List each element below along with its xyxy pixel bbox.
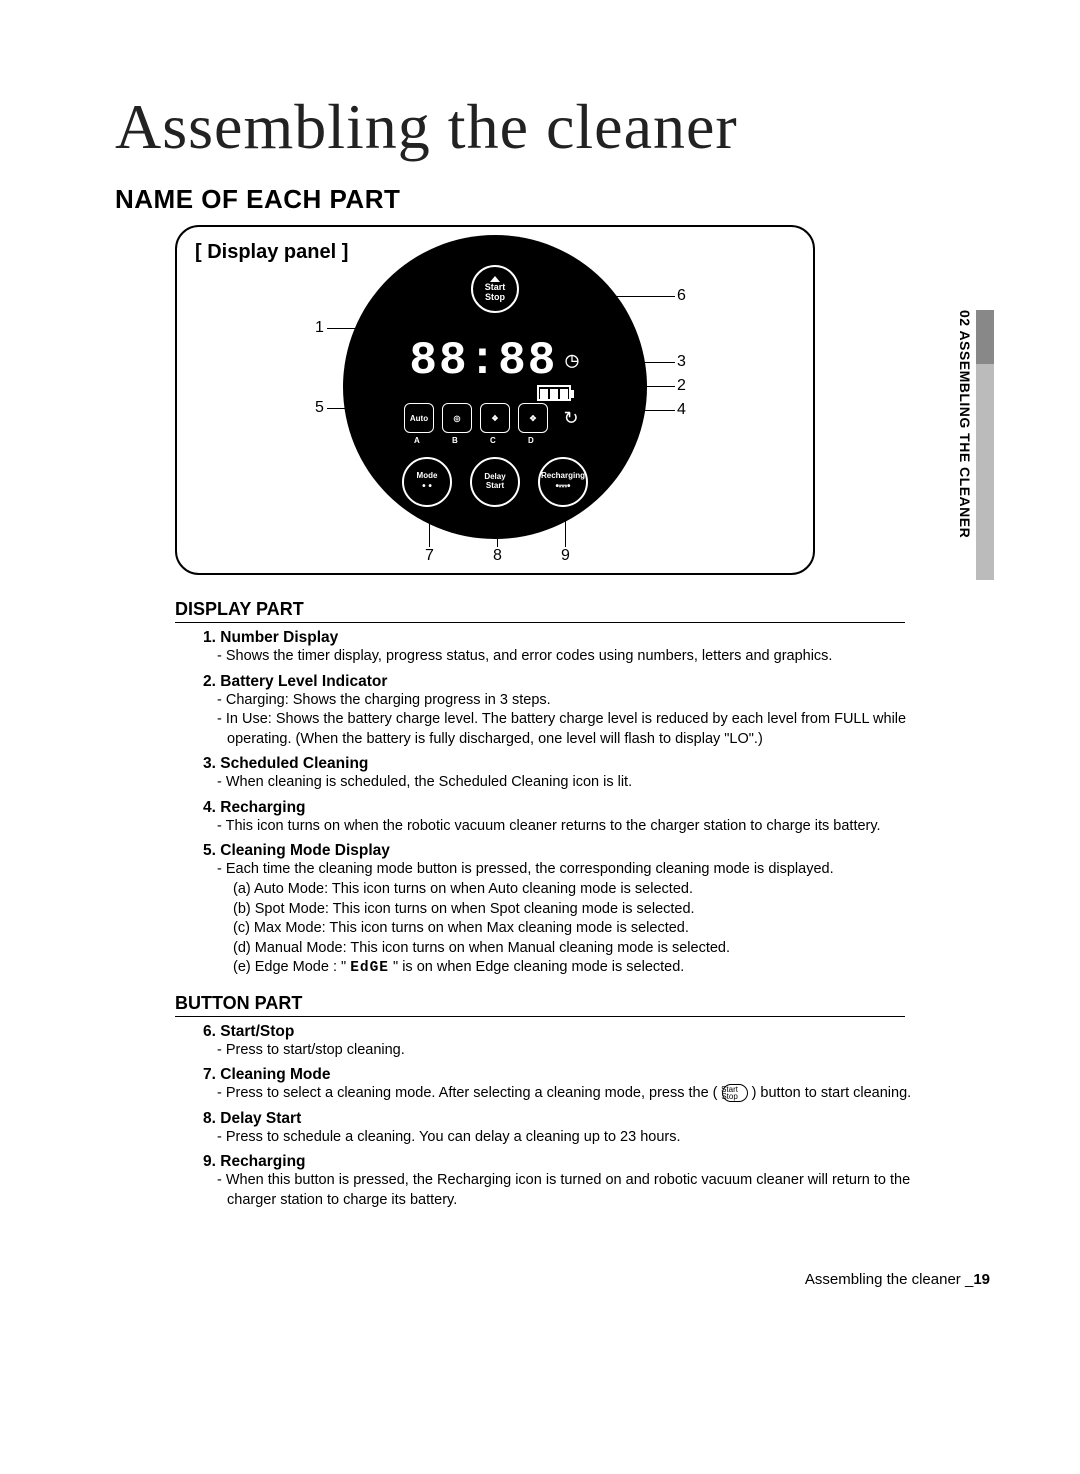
edge-post: " is on when Edge cleaning mode is selec… xyxy=(389,959,684,975)
item-subdesc: (a) Auto Mode: This icon turns on when A… xyxy=(233,880,915,900)
callout-1: 1 xyxy=(315,319,324,337)
dots-icon: • • xyxy=(404,481,450,492)
item-title: Start/Stop xyxy=(220,1023,294,1040)
start-stop-button-graphic: Start Stop xyxy=(471,265,519,313)
button-row: Mode • • Delay Start Recharging •⎓• xyxy=(402,457,588,507)
callout-6-line xyxy=(525,296,675,297)
footer-text: Assembling the cleaner _ xyxy=(805,1271,973,1288)
mode-a-label: A xyxy=(414,436,420,445)
callout-5-line xyxy=(327,408,387,409)
segment-digits: 88:88 xyxy=(409,335,557,387)
item-num: 6. xyxy=(203,1023,216,1040)
section-heading: NAME OF EACH PART xyxy=(115,184,965,215)
callout-6: 6 xyxy=(677,287,686,305)
item-title: Scheduled Cleaning xyxy=(220,755,368,772)
item-desc: - In Use: Shows the battery charge level… xyxy=(217,710,915,749)
section-tab-bar xyxy=(976,310,994,580)
item-desc: - Press to schedule a cleaning. You can … xyxy=(217,1128,915,1148)
item-desc: - When cleaning is scheduled, the Schedu… xyxy=(217,773,915,793)
callout-4: 4 xyxy=(677,401,686,419)
item-desc: - When this button is pressed, the Recha… xyxy=(217,1171,915,1210)
item-title: Cleaning Mode xyxy=(220,1066,330,1083)
page-footer: Assembling the cleaner _19 xyxy=(115,1271,990,1288)
callout-1-line xyxy=(327,328,387,329)
item-subdesc: (b) Spot Mode: This icon turns on when S… xyxy=(233,900,915,920)
edge-pre: (e) Edge Mode : " xyxy=(233,959,350,975)
callout-3-line xyxy=(597,362,675,363)
item-desc-inline: - Press to select a cleaning mode. After… xyxy=(217,1084,915,1104)
item-num: 4. xyxy=(203,799,216,816)
ss-bot: Stop xyxy=(731,1093,737,1100)
mode-auto-icon: Auto xyxy=(404,403,434,433)
callout-9: 9 xyxy=(561,547,570,565)
delay-label-2: Start xyxy=(472,482,518,491)
item-desc: - Charging: Shows the charging progress … xyxy=(217,691,915,711)
callout-2-line xyxy=(597,386,675,387)
display-part-items: 1. Number Display - Shows the timer disp… xyxy=(203,629,915,979)
item-num: 5. xyxy=(203,842,216,859)
delay-start-button-graphic: Delay Start xyxy=(470,457,520,507)
item-num: 7. xyxy=(203,1066,216,1083)
mode-icons-row: Auto A ◎ B ❖ C ✥ D ↻ xyxy=(404,403,586,433)
footer-page-number: 19 xyxy=(973,1271,990,1288)
item-subdesc-edge: (e) Edge Mode : " EdGE " is on when Edge… xyxy=(233,958,915,979)
item-num: 2. xyxy=(203,673,216,690)
callout-3: 3 xyxy=(677,353,686,371)
callout-8-line xyxy=(497,512,498,547)
callout-5: 5 xyxy=(315,399,324,417)
item-subdesc: (c) Max Mode: This icon turns on when Ma… xyxy=(233,919,915,939)
item-title: Number Display xyxy=(220,629,338,646)
callout-4-line xyxy=(585,410,675,411)
mode-max-icon: ❖ xyxy=(480,403,510,433)
triangle-up-icon xyxy=(490,276,500,282)
recharging-button-graphic: Recharging •⎓• xyxy=(538,457,588,507)
section-tab-text: 02 ASSEMBLING THE CLEANER xyxy=(957,310,973,538)
item-title: Recharging xyxy=(220,1153,305,1170)
item-desc: - Each time the cleaning mode button is … xyxy=(217,860,915,880)
display-panel-circle: Start Stop 88:88 ◷ Auto A ◎ B ❖ C ✥ xyxy=(343,235,647,539)
inline-post: ) button to start cleaning. xyxy=(748,1085,912,1101)
plug-icon: •⎓• xyxy=(540,481,586,492)
callout-7: 7 xyxy=(425,547,434,565)
mode-button-label: Mode xyxy=(404,472,450,481)
clock-icon: ◷ xyxy=(565,348,580,374)
start-stop-inline-icon: StartStop xyxy=(722,1084,748,1102)
display-panel-label: [ Display panel ] xyxy=(195,241,348,264)
callout-7-line xyxy=(429,507,430,547)
recharging-button-label: Recharging xyxy=(540,472,586,481)
segment-display: 88:88 ◷ xyxy=(409,335,580,387)
mode-b-label: B xyxy=(452,436,458,445)
item-num: 9. xyxy=(203,1153,216,1170)
item-desc: - This icon turns on when the robotic va… xyxy=(217,817,915,837)
mode-c-label: C xyxy=(490,436,496,445)
item-num: 8. xyxy=(203,1110,216,1127)
item-desc: - Shows the timer display, progress stat… xyxy=(217,647,915,667)
display-panel-frame: [ Display panel ] Start Stop 88:88 ◷ Aut… xyxy=(175,225,815,575)
callout-8: 8 xyxy=(493,547,502,565)
item-num: 3. xyxy=(203,755,216,772)
callout-9-line xyxy=(565,507,566,547)
edge-glyph: EdGE xyxy=(350,960,389,976)
mode-button-graphic: Mode • • xyxy=(402,457,452,507)
item-title: Battery Level Indicator xyxy=(220,673,387,690)
page-title: Assembling the cleaner xyxy=(115,90,965,164)
button-part-heading: BUTTON PART xyxy=(175,993,905,1017)
inline-pre: - Press to select a cleaning mode. After… xyxy=(217,1085,722,1101)
item-title: Recharging xyxy=(220,799,305,816)
display-part-heading: DISPLAY PART xyxy=(175,599,905,623)
button-part-items: 6. Start/Stop - Press to start/stop clea… xyxy=(203,1023,915,1211)
recharge-icon: ↻ xyxy=(556,403,586,433)
mode-manual-icon: ✥ xyxy=(518,403,548,433)
item-title: Cleaning Mode Display xyxy=(220,842,390,859)
item-title: Delay Start xyxy=(220,1110,301,1127)
mode-spot-icon: ◎ xyxy=(442,403,472,433)
mode-d-label: D xyxy=(528,436,534,445)
battery-icon xyxy=(537,385,571,401)
item-subdesc: (d) Manual Mode: This icon turns on when… xyxy=(233,939,915,959)
item-num: 1. xyxy=(203,629,216,646)
callout-2: 2 xyxy=(677,377,686,395)
stop-label: Stop xyxy=(473,293,517,303)
item-desc: - Press to start/stop cleaning. xyxy=(217,1041,915,1061)
